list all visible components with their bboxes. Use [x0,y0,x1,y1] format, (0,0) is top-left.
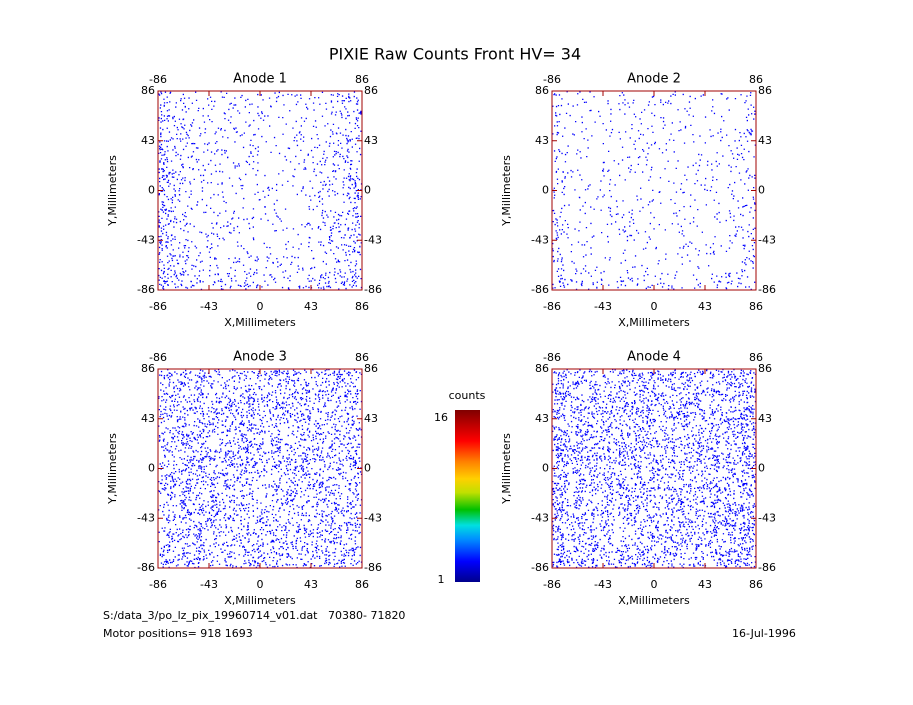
y-tick-label: 43 [141,134,155,147]
y-tick-label: -86 [531,561,549,574]
top-x-tick-label: 86 [355,73,369,86]
colorbar-tick-label: 1 [438,573,445,586]
x-axis-label: X,Millimeters [618,316,690,329]
right-y-tick-label: -86 [364,283,382,296]
colorbar-tick-label: 16 [434,411,448,424]
panel-title: Anode 3 [233,350,287,365]
x-tick-label: 43 [304,578,318,591]
count-texture [158,91,363,291]
y-tick-label: 0 [148,184,155,197]
right-y-tick-label: 86 [364,84,378,97]
count-texture [552,369,757,569]
right-y-tick-label: 86 [758,362,772,375]
top-x-tick-label: 86 [355,351,369,364]
y-tick-label: 43 [141,412,155,425]
x-tick-label: -43 [594,300,612,313]
right-y-tick-label: 0 [364,184,371,197]
x-tick-label: 86 [749,578,763,591]
right-y-tick-label: -86 [364,561,382,574]
y-tick-label: 43 [535,134,549,147]
y-tick-label: 86 [141,362,155,375]
top-x-tick-label: -86 [149,351,167,364]
right-y-tick-label: 86 [758,84,772,97]
plot-frame [551,90,757,291]
x-tick-label: 0 [257,300,264,313]
y-tick-label: -43 [531,233,549,246]
y-tick-label: -43 [137,233,155,246]
top-x-tick-label: -86 [543,73,561,86]
count-texture [158,369,363,569]
x-axis-label: X,Millimeters [618,594,690,607]
right-y-tick-label: 86 [364,362,378,375]
y-axis-label: Y,Millimeters [500,155,513,227]
right-y-tick-label: -86 [758,283,776,296]
x-tick-label: 86 [749,300,763,313]
footer-file: S:/data_3/po_lz_pix_19960714_v01.dat 703… [103,609,405,622]
chart-title: PIXIE Raw Counts Front HV= 34 [329,45,581,64]
plot-frame [157,368,363,569]
right-y-tick-label: 43 [364,412,378,425]
y-tick-label: 0 [542,184,549,197]
x-tick-label: -43 [200,578,218,591]
x-tick-label: -86 [149,300,167,313]
x-tick-label: 43 [304,300,318,313]
x-tick-label: 0 [651,578,658,591]
y-tick-label: 86 [535,84,549,97]
x-tick-label: 86 [355,300,369,313]
count-texture [552,91,756,291]
colorbar-label: counts [449,389,486,402]
y-tick-label: -43 [531,511,549,524]
x-tick-label: -43 [594,578,612,591]
x-axis-label: X,Millimeters [224,316,296,329]
y-tick-label: 86 [535,362,549,375]
footer-date: 16-Jul-1996 [732,627,796,640]
y-tick-label: -86 [531,283,549,296]
x-tick-label: -86 [149,578,167,591]
colorbar [455,410,480,582]
right-y-tick-label: -43 [364,233,382,246]
panel-title: Anode 2 [627,72,681,87]
x-tick-label: -86 [543,578,561,591]
y-tick-label: 0 [542,462,549,475]
top-x-tick-label: -86 [149,73,167,86]
right-y-tick-label: -86 [758,561,776,574]
panel-title: Anode 4 [627,350,681,365]
y-axis-label: Y,Millimeters [106,155,119,227]
top-x-tick-label: 86 [749,351,763,364]
x-tick-label: 86 [355,578,369,591]
y-tick-label: -86 [137,561,155,574]
y-tick-label: 43 [535,412,549,425]
y-axis-label: Y,Millimeters [106,433,119,505]
x-tick-label: -86 [543,300,561,313]
right-y-tick-label: 43 [364,134,378,147]
x-tick-label: -43 [200,300,218,313]
panel-title: Anode 1 [233,72,287,87]
right-y-tick-label: -43 [364,511,382,524]
y-axis-label: Y,Millimeters [500,433,513,505]
right-y-tick-label: 0 [758,184,765,197]
top-x-tick-label: -86 [543,351,561,364]
footer-motor: Motor positions= 918 1693 [103,627,253,640]
x-tick-label: 43 [698,300,712,313]
y-tick-label: -43 [137,511,155,524]
x-axis-label: X,Millimeters [224,594,296,607]
right-y-tick-label: -43 [758,233,776,246]
plot-frame [157,90,363,291]
right-y-tick-label: 43 [758,412,772,425]
x-tick-label: 0 [651,300,658,313]
y-tick-label: -86 [137,283,155,296]
y-tick-label: 0 [148,462,155,475]
right-y-tick-label: -43 [758,511,776,524]
top-x-tick-label: 86 [749,73,763,86]
x-tick-label: 43 [698,578,712,591]
right-y-tick-label: 43 [758,134,772,147]
right-y-tick-label: 0 [758,462,765,475]
x-tick-label: 0 [257,578,264,591]
y-tick-label: 86 [141,84,155,97]
right-y-tick-label: 0 [364,462,371,475]
